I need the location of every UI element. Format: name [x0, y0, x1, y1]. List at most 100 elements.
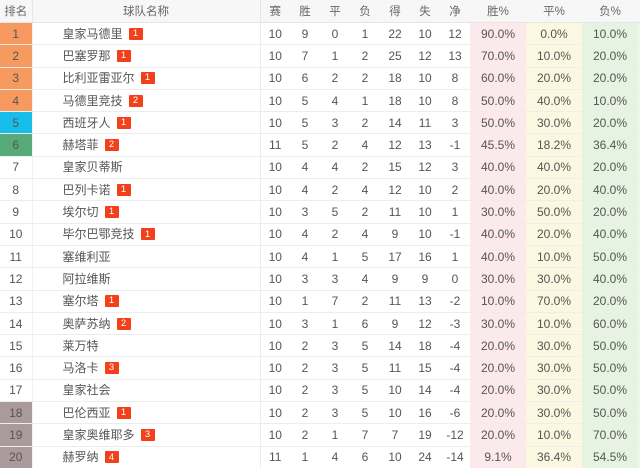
team-name[interactable]: 马德里竞技 [62, 93, 123, 108]
td-draw: 4 [331, 450, 339, 465]
team-cell[interactable]: 莱万特 [32, 334, 261, 358]
team-cell[interactable]: 巴塞罗那 1 [32, 44, 261, 68]
team-cell[interactable]: 阿拉维斯 [32, 267, 261, 291]
team-cell[interactable]: 马德里竞技 2 [32, 89, 261, 113]
team-cell[interactable]: 马洛卡 3 [32, 356, 261, 380]
team-cell[interactable]: 皇家贝蒂斯 [32, 156, 261, 180]
column-header-loss[interactable]: 负 [350, 0, 380, 23]
column-header-win-pct[interactable]: 胜% [470, 0, 526, 23]
column-header-avg-goals-for[interactable]: 均得 [638, 0, 640, 23]
team-cell[interactable]: 塞尔塔 1 [32, 290, 261, 313]
team-cell[interactable]: 巴列卡诺 1 [32, 178, 261, 202]
rank-cell: 17 [0, 379, 33, 403]
td-draw-pct: 10.0% [526, 312, 582, 336]
column-header-played[interactable]: 赛 [260, 0, 290, 23]
team-cell[interactable]: 西班牙人 1 [32, 111, 261, 135]
team-name[interactable]: 阿拉维斯 [62, 271, 111, 286]
td-loss: 4 [350, 223, 380, 246]
team-cell[interactable]: 赫塔菲 2 [32, 133, 261, 157]
td-played: 10 [260, 423, 290, 447]
td-goals-against: 13 [410, 290, 440, 313]
team-name[interactable]: 赫罗纳 [62, 450, 99, 465]
td-win-pct: 50.0% [470, 89, 526, 113]
team-name[interactable]: 皇家马德里 [62, 26, 123, 41]
team-cell[interactable]: 比利亚雷亚尔 1 [32, 67, 261, 90]
team-cell[interactable]: 皇家社会 [32, 379, 261, 403]
td-played: 10 [260, 200, 290, 224]
td-draw-pct: 30.0% [526, 334, 582, 358]
team-name[interactable]: 皇家贝蒂斯 [62, 160, 123, 175]
td-win: 2 [290, 334, 320, 358]
table-row[interactable]: 6赫塔菲2115241213-145.5%18.2%36.4%1.091.181… [0, 133, 640, 157]
team-wrapper: 巴伦西亚 1 [33, 405, 260, 420]
td-goals-for: 25 [380, 44, 410, 68]
team-cell[interactable]: 塞维利亚 [32, 245, 261, 269]
team-name[interactable]: 皇家社会 [62, 383, 111, 398]
table-row[interactable]: 19皇家奥维耶多310217719-1220.0%10.0%70.0%0.71.… [0, 423, 640, 447]
team-name[interactable]: 埃尔切 [62, 205, 99, 220]
team-cell[interactable]: 皇家马德里 1 [32, 22, 261, 46]
team-cell[interactable]: 皇家奥维耶多 3 [32, 423, 261, 447]
team-cell[interactable]: 埃尔切 1 [32, 200, 261, 224]
team-name[interactable]: 皇家奥维耶多 [62, 427, 135, 442]
column-header-goal-diff[interactable]: 净 [440, 0, 470, 23]
team-cell[interactable]: 巴伦西亚 1 [32, 401, 261, 425]
team-cell[interactable]: 赫罗纳 4 [32, 446, 261, 468]
team-name[interactable]: 赫塔菲 [62, 138, 99, 153]
team-name[interactable]: 奥萨苏纳 [62, 316, 111, 331]
team-name[interactable]: 塞尔塔 [62, 294, 99, 309]
td-draw: 1 [320, 245, 350, 269]
team-name[interactable]: 马洛卡 [62, 361, 99, 376]
team-cell[interactable]: 毕尔巴鄂竞技 1 [32, 223, 261, 246]
team-name[interactable]: 西班牙人 [62, 115, 111, 130]
td-draw: 0 [320, 22, 350, 46]
team-wrapper: 莱万特 [33, 340, 260, 352]
team-name[interactable]: 巴伦西亚 [62, 405, 111, 420]
td-played: 10 [260, 334, 290, 358]
column-header-win[interactable]: 胜 [290, 0, 320, 23]
team-name[interactable]: 比利亚雷亚尔 [62, 71, 135, 86]
td-win: 4 [290, 178, 320, 202]
td-goal-diff: -1 [440, 223, 470, 246]
td-avg-goals-for: 1.4 [638, 334, 640, 358]
td-goal-diff: 1 [440, 200, 470, 224]
team-name[interactable]: 巴塞罗那 [62, 48, 111, 63]
td-win-pct: 20.0% [470, 334, 526, 358]
column-header-rank[interactable]: 排名 [0, 0, 33, 23]
column-header-draw[interactable]: 平 [320, 0, 350, 23]
team-name[interactable]: 莱万特 [62, 338, 99, 353]
team-cell[interactable]: 奥萨苏纳 2 [32, 312, 261, 336]
column-header-goals-against[interactable]: 失 [410, 0, 440, 23]
column-header-goals-for[interactable]: 得 [380, 0, 410, 23]
td-goals-for: 18 [380, 67, 410, 90]
table-row[interactable]: 20赫罗纳4111461024-149.1%36.4%54.5%0.912.18… [0, 446, 640, 468]
column-header-loss-pct[interactable]: 负% [582, 0, 638, 23]
td-avg-goals-for: 1.5 [638, 156, 640, 180]
td-played: 10 [260, 89, 290, 113]
team-name[interactable]: 毕尔巴鄂竞技 [62, 227, 135, 242]
team-name[interactable]: 巴列卡诺 [62, 182, 111, 197]
column-header-team[interactable]: 球队名称 [32, 0, 261, 23]
td-goal-diff: 3 [440, 156, 470, 180]
team-name[interactable]: 塞维利亚 [62, 249, 111, 264]
td-goals-for: 10 [380, 379, 410, 403]
team-wrapper: 皇家社会 [33, 384, 260, 396]
column-header-draw-pct[interactable]: 平% [526, 0, 582, 23]
